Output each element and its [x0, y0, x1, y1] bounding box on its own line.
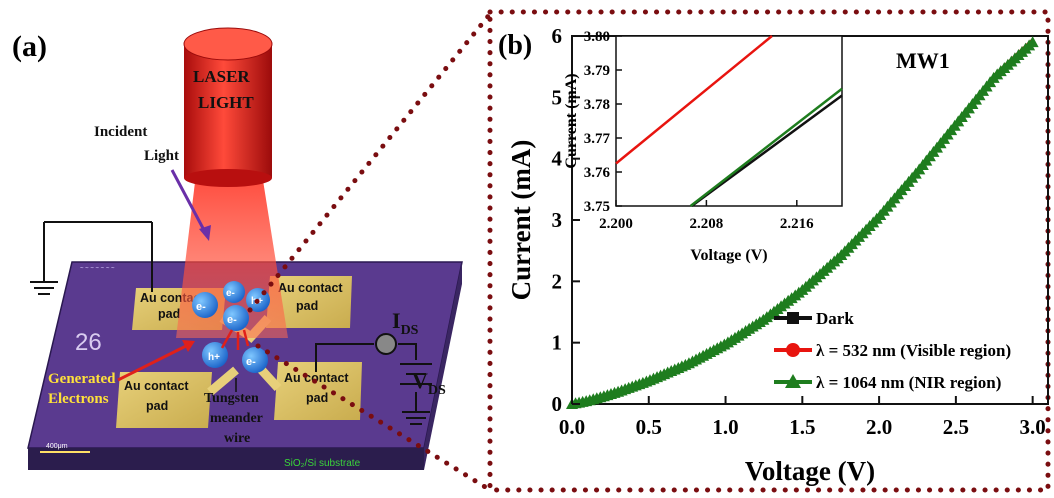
carrier-ball — [242, 347, 268, 373]
carrier-ball — [202, 342, 228, 368]
generated-electrons-label: Generated Electrons — [48, 371, 116, 407]
inset-y-ticks: 3.75 3.76 3.77 3.78 3.79 3.80 — [584, 29, 622, 215]
legend: Dark λ = 532 nm (Visible region) λ = 1064 … — [774, 309, 1011, 392]
ground-right-icon — [402, 411, 430, 425]
inset-x-tick-label: 2.216 — [780, 216, 814, 232]
carrier-arrows — [220, 329, 250, 350]
main-x-tick-label: 0.5 — [636, 415, 662, 439]
pad-top-right — [266, 276, 352, 328]
pad-bottom-left-label: Au contact pad — [124, 379, 189, 413]
main-y-ticks: 0 1 2 3 4 5 6 — [552, 24, 580, 416]
pad-top-right-label: Au contact pad — [278, 281, 343, 313]
vds-label: VDS — [412, 368, 446, 398]
chip-side — [28, 448, 424, 470]
inset-y-tick-label: 3.77 — [584, 131, 611, 147]
circuit-wire-right — [315, 343, 417, 412]
carrier-label: e- — [246, 356, 256, 368]
carrier-label: e- — [226, 288, 235, 299]
inset-series-line — [690, 94, 843, 208]
main-series-group — [566, 36, 1039, 409]
substrate-label: SiO₂/Si substrate — [284, 458, 361, 469]
ground-left-icon — [30, 281, 58, 295]
main-y-tick-label: 0 — [552, 392, 563, 416]
inset-series-line — [689, 87, 843, 207]
laser-top — [183, 27, 273, 61]
legend-entry: λ = 1064 nm (NIR region) — [816, 373, 1001, 392]
battery-icon — [400, 363, 432, 385]
tungsten-wire-label: Tungsten meander wire — [204, 391, 263, 446]
pad-bottom-right-label: Au contact pad — [284, 371, 349, 405]
laser-label-1: LASER — [193, 67, 250, 86]
inset-series-group — [615, 35, 843, 208]
generated-arrow-head — [182, 340, 195, 352]
circuit-wire-left — [43, 221, 153, 292]
main-x-tick-label: 2.0 — [866, 415, 892, 439]
inset-chart: 2.200 2.208 2.216 3.75 3.76 3.77 3.78 3.79 3.80… — [563, 29, 843, 264]
sample-label: MW1 — [896, 48, 950, 73]
inset-y-tick-label: 3.75 — [584, 199, 610, 215]
panel-a-label: (a) — [12, 30, 47, 63]
main-x-tick-label: 2.5 — [943, 415, 969, 439]
inset-y-tick-label: 3.78 — [584, 97, 610, 113]
incident-arrow-shaft — [170, 169, 207, 233]
legend-marker — [785, 374, 801, 388]
generated-arrow-shaft — [117, 344, 187, 382]
legend-entry: λ = 532 nm (Visible region) — [816, 341, 1011, 360]
incident-light-label-2: Light — [144, 148, 179, 164]
carrier-ball — [223, 281, 245, 303]
panel-a: (a) ~ ~ ~ ~ ~ ~ ~ 26 400μm SiO₂/Si subst… — [12, 27, 463, 470]
pad-bottom-left — [116, 372, 212, 428]
inset-x-tick-label: 2.208 — [690, 216, 724, 232]
main-y-tick-label: 6 — [552, 24, 563, 48]
main-x-tick-label: 1.5 — [789, 415, 815, 439]
ids-label: IDS — [392, 308, 419, 338]
inset-x-tick-label: 2.200 — [599, 216, 633, 232]
main-y-tick-label: 5 — [552, 85, 563, 109]
main-x-axis-label: Voltage (V) — [745, 456, 875, 486]
carrier-label: e- — [196, 301, 206, 313]
main-x-tick-label: 0.0 — [559, 415, 585, 439]
inset-series-line — [615, 35, 773, 165]
inset-y-tick-label: 3.80 — [584, 29, 610, 45]
main-series-marker — [1026, 36, 1039, 48]
pad-bottom-right — [274, 362, 362, 420]
inset-y-tick-label: 3.79 — [584, 63, 610, 79]
inset-x-axis-label: Voltage (V) — [690, 247, 767, 264]
main-x-tick-label: 3.0 — [1020, 415, 1046, 439]
main-y-tick-label: 3 — [552, 208, 563, 232]
chip-right-side — [424, 262, 462, 470]
main-y-tick-label: 4 — [552, 147, 563, 171]
main-x-tick-label: 1.0 — [712, 415, 738, 439]
laser-body — [184, 44, 272, 178]
legend-entry: Dark — [816, 309, 854, 328]
zoom-line-bottom — [255, 343, 493, 493]
main-x-ticks: 0.0 0.5 1.0 1.5 2.0 2.5 3.0 — [559, 396, 1046, 439]
carrier-label: h+ — [208, 352, 220, 363]
zoom-line-top — [247, 11, 493, 313]
chip-mark: 26 — [75, 329, 102, 356]
scale-bar-label: 400μm — [46, 443, 68, 450]
inset-y-axis-label: Current (mA) — [563, 73, 580, 168]
carrier-label: e- — [227, 314, 237, 326]
main-chart: 0.0 0.5 1.0 1.5 2.0 2.5 3.0 0 1 2 3 4 5 6 Voltage (V… — [506, 24, 1049, 486]
panel-b-label: (b) — [498, 30, 532, 61]
panel-b: (b) MW1 0.0 0.5 1.0 1.5 2.0 2.5 3.0 0 1 2 3 4 5 6 Vo… — [498, 24, 1049, 486]
legend-marker — [786, 343, 800, 357]
carrier-ball — [192, 292, 218, 318]
ammeter-icon — [375, 333, 397, 355]
inset-y-tick-label: 3.76 — [584, 165, 611, 181]
inset-x-ticks: 2.200 2.208 2.216 — [599, 200, 814, 232]
incident-arrow-head — [199, 225, 211, 241]
laser-bottom — [184, 169, 272, 187]
carrier-ball — [223, 305, 249, 331]
incident-light-label-1: Incident — [94, 124, 147, 140]
main-y-axis-label: Current (mA) — [506, 140, 536, 301]
svg-text:~ ~ ~ ~ ~ ~ ~: ~ ~ ~ ~ ~ ~ ~ — [80, 266, 115, 272]
main-y-tick-label: 2 — [552, 269, 563, 293]
legend-marker — [787, 312, 799, 324]
laser-label-2: LIGHT — [198, 93, 254, 112]
main-y-tick-label: 1 — [552, 331, 563, 355]
